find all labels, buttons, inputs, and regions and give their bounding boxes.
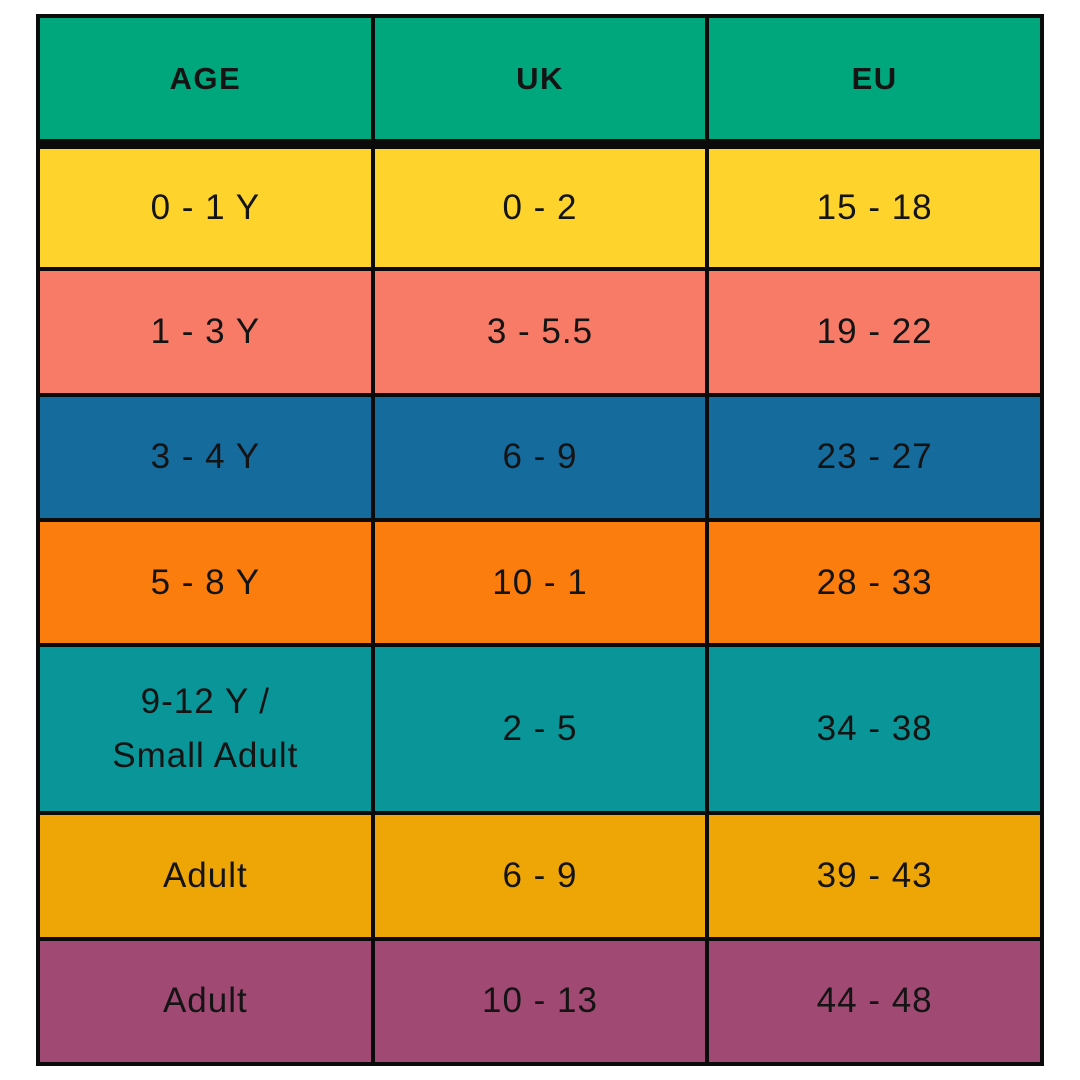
column-header-uk: UK	[370, 14, 710, 149]
eu-cell: 39 - 43	[705, 811, 1044, 941]
age-cell: Adult	[36, 936, 375, 1067]
eu-cell: 44 - 48	[705, 936, 1044, 1067]
table-row: 9-12 Y / Small Adult 2 - 5 34 - 38	[36, 643, 1044, 816]
eu-cell: 19 - 22	[705, 267, 1044, 397]
uk-cell: 10 - 13	[370, 936, 710, 1067]
age-cell: 0 - 1 Y	[36, 141, 375, 272]
table-row: 0 - 1 Y 0 - 2 15 - 18	[36, 141, 1044, 272]
table-row: Adult 6 - 9 39 - 43	[36, 811, 1044, 941]
uk-cell: 3 - 5.5	[370, 267, 710, 397]
table-row: 5 - 8 Y 10 - 1 28 - 33	[36, 518, 1044, 648]
uk-cell: 0 - 2	[370, 141, 710, 272]
uk-cell: 6 - 9	[370, 392, 710, 523]
uk-cell: 10 - 1	[370, 518, 710, 648]
eu-cell: 15 - 18	[705, 141, 1044, 272]
uk-cell: 6 - 9	[370, 811, 710, 941]
column-header-age: AGE	[36, 14, 375, 149]
age-cell: 1 - 3 Y	[36, 267, 375, 397]
age-cell: 9-12 Y / Small Adult	[36, 643, 375, 816]
age-cell: 5 - 8 Y	[36, 518, 375, 648]
table-row: Adult 10 - 13 44 - 48	[36, 936, 1044, 1067]
uk-cell: 2 - 5	[370, 643, 710, 816]
size-conversion-table: AGE UK EU 0 - 1 Y 0 - 2 15 - 18 1 - 3 Y …	[36, 14, 1044, 1067]
eu-cell: 23 - 27	[705, 392, 1044, 523]
table-header: AGE UK EU	[36, 14, 1044, 149]
eu-cell: 28 - 33	[705, 518, 1044, 648]
header-row: AGE UK EU	[36, 14, 1044, 149]
table-row: 3 - 4 Y 6 - 9 23 - 27	[36, 392, 1044, 523]
eu-cell: 34 - 38	[705, 643, 1044, 816]
table-row: 1 - 3 Y 3 - 5.5 19 - 22	[36, 267, 1044, 397]
age-cell: Adult	[36, 811, 375, 941]
table-body: 0 - 1 Y 0 - 2 15 - 18 1 - 3 Y 3 - 5.5 19…	[36, 141, 1044, 1067]
column-header-eu: EU	[705, 14, 1044, 149]
age-cell: 3 - 4 Y	[36, 392, 375, 523]
